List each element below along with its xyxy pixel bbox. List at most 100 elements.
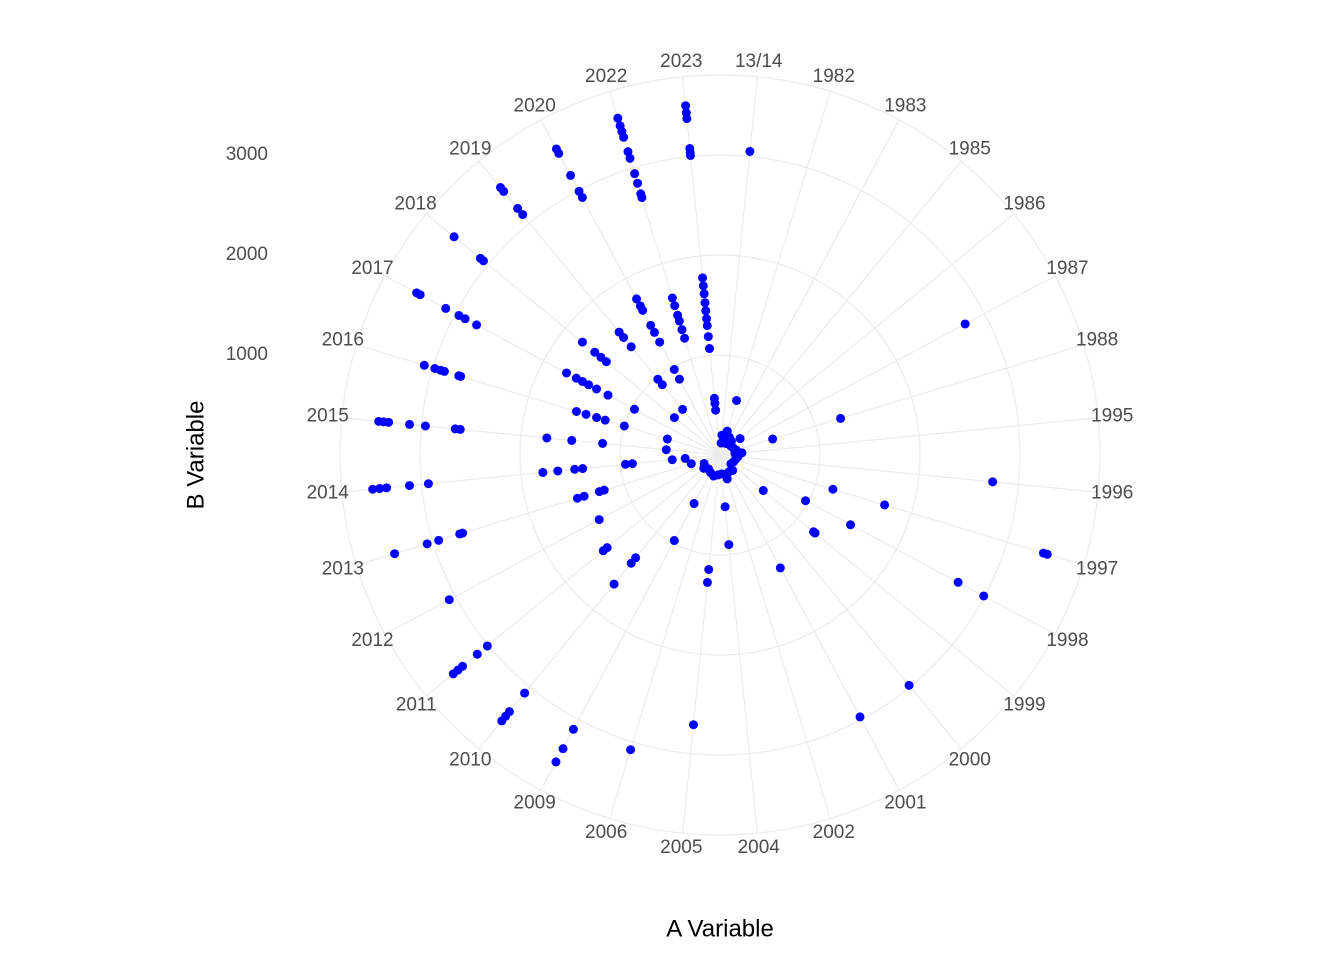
point [448,669,458,679]
point [603,390,613,400]
point [960,319,970,329]
category-label: 2014 [307,483,350,504]
point [711,405,721,415]
point [520,688,530,698]
point [382,483,392,493]
category-label: 2001 [884,792,926,813]
point [630,169,640,179]
point [415,290,425,300]
point [724,540,734,550]
spoke [719,344,1084,456]
spoke [719,275,1056,456]
point [598,438,608,448]
point [439,366,449,376]
point [735,434,745,444]
point [704,564,714,574]
y-tick-label: 1000 [226,344,268,365]
category-label: 2023 [660,51,702,72]
point [577,192,587,202]
point [661,445,671,455]
point [538,467,548,477]
y-axis-title: B Variable [182,401,209,510]
point [513,203,523,213]
point [880,500,890,510]
point [449,232,459,242]
point [698,281,708,291]
point [904,680,914,690]
point [699,458,709,468]
category-label: 2004 [738,837,781,858]
point [674,316,684,326]
point [458,528,468,538]
point [568,724,578,734]
category-label: 2000 [949,749,991,770]
point [775,563,785,573]
point [579,491,589,501]
point [680,333,690,343]
point [422,539,432,549]
point [703,332,713,342]
point [567,435,577,445]
point [828,484,838,494]
point [655,337,665,347]
point [626,745,636,755]
point [855,712,865,722]
point [375,484,385,494]
spoke [341,417,721,456]
point [681,101,691,111]
category-label: 2009 [514,792,556,813]
point [720,502,730,512]
category-label: 2015 [307,405,349,426]
category-label: 2016 [322,329,364,350]
category-label: 1985 [949,139,991,160]
point [702,577,712,587]
point [702,321,712,331]
point [619,333,629,343]
point [613,113,623,123]
point [801,496,811,506]
point [504,707,514,717]
spoke [540,119,721,456]
category-label: 1983 [884,96,926,117]
point [633,178,643,188]
point [577,337,587,347]
point [594,515,604,525]
point [592,413,602,423]
point [609,579,619,589]
point [677,325,687,335]
point [682,114,692,124]
point [674,374,684,384]
point [600,415,610,425]
category-label: 2020 [514,96,556,117]
category-label: 2010 [449,749,491,770]
category-label: 1996 [1091,483,1133,504]
point [419,360,429,370]
point [702,314,712,324]
point [626,342,636,352]
point [601,357,611,367]
category-label: 1987 [1046,258,1088,279]
category-label: 1995 [1091,405,1133,426]
category-label: 2011 [396,695,437,716]
category-label: 2013 [322,559,364,580]
point [662,434,672,444]
spoke [682,76,721,456]
spoke [719,454,758,834]
point [678,404,688,414]
point [482,641,492,651]
point [705,344,715,354]
point [710,398,720,408]
spoke [719,454,1099,493]
spoke [540,454,721,791]
point [518,210,528,220]
spoke [719,454,900,791]
point [988,477,998,487]
point [657,380,667,390]
point [478,256,488,266]
point [638,305,648,315]
point [646,320,656,330]
category-label: 2018 [394,193,436,214]
point [686,459,696,469]
point [384,417,394,427]
